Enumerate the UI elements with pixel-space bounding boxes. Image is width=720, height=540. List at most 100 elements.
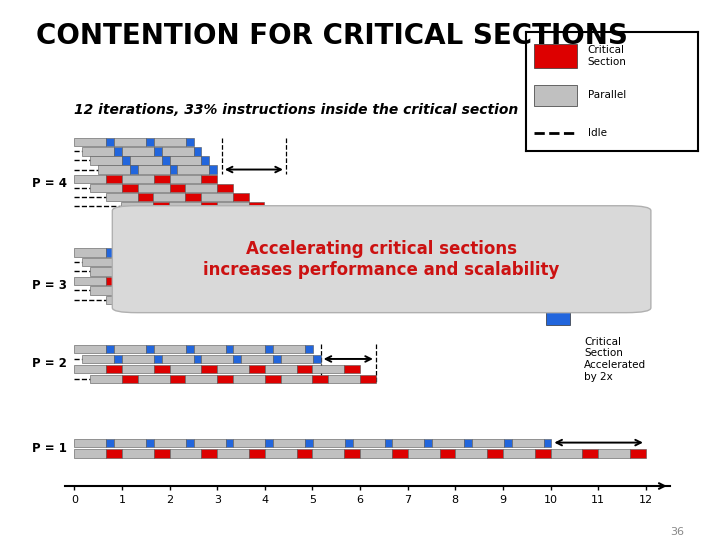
Bar [170, 449, 202, 457]
Bar [153, 193, 185, 201]
Bar [130, 157, 162, 165]
Bar [186, 438, 194, 447]
Bar [265, 345, 273, 353]
Bar [74, 174, 107, 183]
Bar [154, 449, 170, 457]
Bar [162, 355, 194, 363]
Bar [630, 449, 646, 457]
Bar [546, 310, 570, 325]
Bar [122, 147, 154, 156]
Bar [392, 449, 408, 457]
Bar [248, 201, 264, 210]
Bar [146, 138, 154, 146]
Bar [233, 375, 265, 383]
Bar [202, 174, 217, 183]
Bar [114, 258, 122, 266]
Bar [82, 147, 114, 156]
Bar [217, 375, 233, 383]
Bar [106, 296, 138, 304]
Bar [154, 248, 186, 256]
Bar [170, 174, 202, 183]
Bar [233, 193, 248, 201]
Bar [194, 438, 225, 447]
Bar [138, 165, 170, 173]
Bar [217, 277, 249, 285]
Text: 36: 36 [670, 526, 684, 537]
Bar [90, 375, 122, 383]
Bar [170, 365, 202, 373]
Bar [472, 438, 504, 447]
Bar [217, 365, 249, 373]
Bar [233, 345, 265, 353]
Bar [122, 449, 154, 457]
Text: Critical
Section: Critical Section [588, 45, 626, 67]
Bar [146, 438, 154, 447]
Bar [297, 449, 312, 457]
Text: Accelerating critical sections
increases performance and scalability: Accelerating critical sections increases… [204, 240, 559, 279]
Bar [249, 277, 265, 285]
Bar [265, 365, 297, 373]
Bar [582, 449, 598, 457]
Bar [297, 365, 312, 373]
Bar [170, 267, 202, 275]
Bar [138, 286, 170, 294]
Bar [170, 157, 202, 165]
Bar [90, 157, 122, 165]
Bar [233, 286, 265, 294]
Bar [194, 355, 202, 363]
Bar [312, 449, 344, 457]
Bar [114, 138, 146, 146]
Bar [248, 296, 281, 304]
Bar [122, 258, 154, 266]
Bar [185, 184, 217, 192]
Text: Critical
Section
Accelerated
by 2x: Critical Section Accelerated by 2x [584, 337, 646, 382]
Bar [130, 267, 162, 275]
Bar [82, 355, 114, 363]
Bar [185, 375, 217, 383]
Bar [138, 375, 170, 383]
Bar [408, 449, 440, 457]
Bar [153, 201, 169, 210]
Bar [464, 438, 472, 447]
Text: Parallel: Parallel [588, 90, 626, 100]
Bar [74, 449, 107, 457]
Bar [424, 438, 432, 447]
Bar [107, 438, 114, 447]
Bar [154, 438, 186, 447]
Bar [122, 286, 138, 294]
Bar [344, 365, 360, 373]
Bar [345, 438, 353, 447]
Bar [328, 375, 360, 383]
Bar [210, 267, 241, 275]
Bar [90, 184, 122, 192]
Bar [202, 157, 210, 165]
Bar [114, 147, 122, 156]
Bar [305, 438, 313, 447]
Text: P = 3: P = 3 [32, 279, 67, 292]
Bar [344, 449, 360, 457]
Bar [194, 345, 225, 353]
Bar [432, 438, 464, 447]
Bar [312, 375, 328, 383]
Bar [265, 449, 297, 457]
Bar [273, 345, 305, 353]
Bar [185, 193, 201, 201]
Bar [154, 365, 170, 373]
Bar [273, 355, 281, 363]
Bar [194, 258, 202, 266]
Bar [154, 147, 162, 156]
Bar [122, 375, 138, 383]
Bar [194, 147, 202, 156]
Bar [177, 165, 210, 173]
Bar [503, 449, 535, 457]
Bar [122, 174, 154, 183]
Bar [265, 438, 273, 447]
Bar [313, 438, 345, 447]
Bar [74, 248, 107, 256]
Bar [225, 438, 233, 447]
Bar [74, 438, 107, 447]
Bar [273, 438, 305, 447]
Bar [249, 365, 265, 373]
Bar [185, 296, 201, 304]
Bar [265, 375, 281, 383]
